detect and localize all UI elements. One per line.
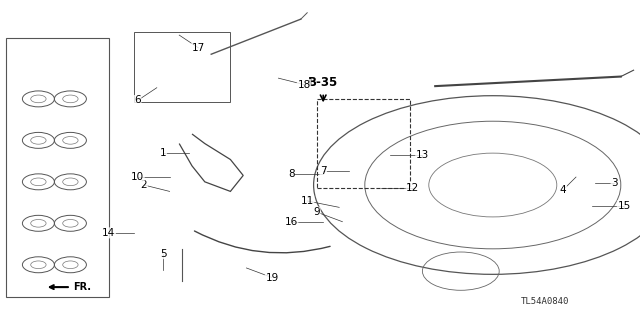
Text: 1: 1 bbox=[160, 148, 166, 158]
Text: 7: 7 bbox=[320, 166, 326, 176]
Text: 5: 5 bbox=[160, 249, 166, 259]
Text: FR.: FR. bbox=[50, 282, 92, 292]
Text: 13: 13 bbox=[416, 150, 429, 160]
Text: 18: 18 bbox=[298, 79, 310, 90]
Text: 9: 9 bbox=[314, 207, 320, 217]
Text: 19: 19 bbox=[266, 272, 278, 283]
Text: 2: 2 bbox=[141, 180, 147, 190]
Bar bbox=[317, 99, 410, 188]
Text: 12: 12 bbox=[406, 183, 419, 193]
Text: 11: 11 bbox=[301, 196, 314, 206]
Text: 15: 15 bbox=[618, 201, 630, 211]
Text: 16: 16 bbox=[285, 217, 298, 227]
Text: 17: 17 bbox=[192, 43, 205, 53]
Text: 3: 3 bbox=[611, 178, 618, 189]
Text: 4: 4 bbox=[560, 185, 566, 195]
Text: 6: 6 bbox=[134, 95, 141, 106]
Text: TL54A0840: TL54A0840 bbox=[521, 297, 570, 306]
Text: 8: 8 bbox=[288, 169, 294, 179]
Text: B-35: B-35 bbox=[308, 76, 339, 89]
Text: 14: 14 bbox=[102, 228, 115, 238]
Text: 10: 10 bbox=[131, 172, 144, 182]
